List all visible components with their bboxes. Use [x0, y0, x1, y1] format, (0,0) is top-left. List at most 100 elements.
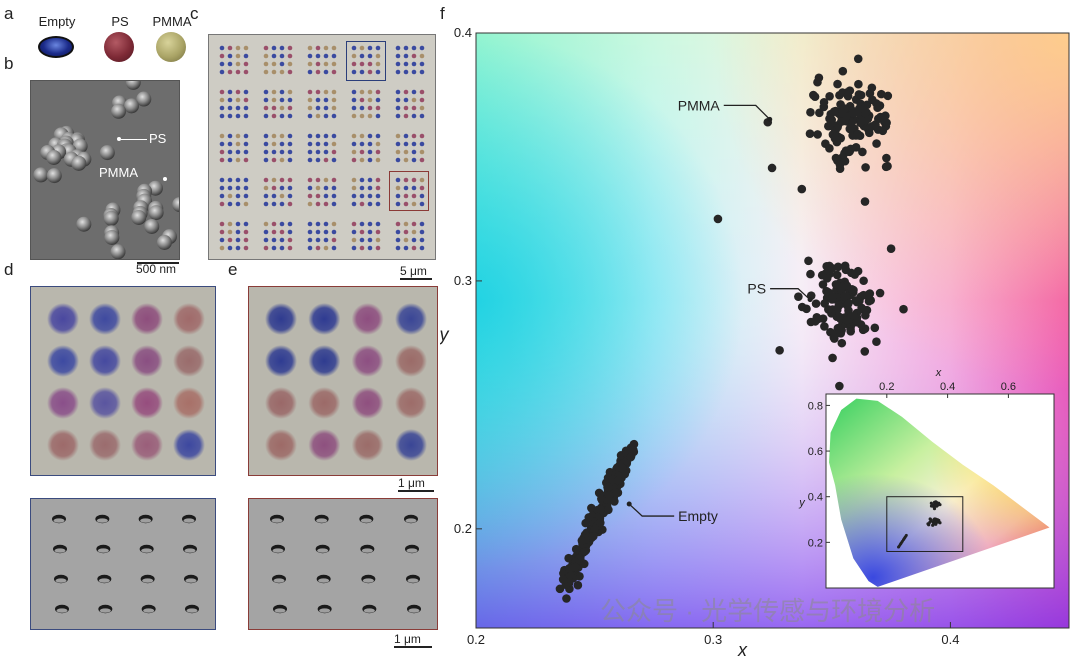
array-dot: [351, 97, 357, 103]
array-dot: [419, 113, 425, 119]
optical-dot: [395, 345, 427, 377]
point-ps: [828, 353, 837, 363]
optical-dot: [47, 303, 79, 335]
array-dot: [227, 185, 233, 191]
array-dot: [375, 201, 381, 207]
optical-dot: [173, 303, 205, 335]
panel-label-b: b: [4, 54, 14, 73]
scalebar-c-label: 5 μm: [400, 264, 427, 278]
point-ps: [794, 292, 803, 301]
array-dot: [323, 97, 329, 103]
array-dot: [419, 229, 425, 235]
array-dot: [307, 245, 313, 251]
inset-x-label: x: [935, 367, 942, 379]
array-dot: [411, 177, 417, 183]
array-dot: [359, 89, 365, 95]
array-dot: [375, 97, 381, 103]
bead: [99, 145, 115, 161]
array-dot: [359, 185, 365, 191]
array-dot: [307, 201, 313, 207]
array-dot: [307, 53, 313, 59]
array-dot: [411, 185, 417, 191]
array-dot: [271, 133, 277, 139]
point-pmma: [825, 91, 834, 101]
array-dot: [271, 185, 277, 191]
optical-dot: [395, 387, 427, 419]
array-dot: [403, 89, 409, 95]
point-pmma: [860, 109, 870, 118]
inset-y-tick-label: 0.2: [808, 537, 823, 549]
array-dot: [219, 105, 225, 111]
array-dot: [287, 97, 293, 103]
point-ps: [797, 302, 807, 312]
pmma-bead-icon: [156, 32, 186, 62]
point-pmma: [852, 130, 862, 140]
array-dot: [375, 177, 381, 183]
hole-rim: [99, 608, 111, 613]
array-dot: [227, 53, 233, 59]
array-dot: [411, 61, 417, 67]
point-pmma: [846, 145, 855, 154]
inset-point-pmma: [929, 504, 934, 508]
array-dot: [419, 193, 425, 199]
array-dot: [235, 245, 241, 251]
array-dot: [419, 61, 425, 67]
array-dot: [411, 105, 417, 111]
cluster-annotations: PMMA PS Empty: [626, 97, 813, 524]
optical-zoom-blue: [30, 286, 216, 476]
array-dot: [243, 157, 249, 163]
array-dot: [263, 97, 269, 103]
array-dot: [263, 53, 269, 59]
point-empty: [610, 497, 619, 506]
array-dot: [307, 141, 313, 147]
array-dot: [375, 141, 381, 147]
point-empty: [604, 505, 613, 515]
array-dot: [263, 177, 269, 183]
optical-dot: [351, 345, 384, 377]
array-dot: [395, 141, 401, 147]
array-dot: [411, 193, 417, 199]
array-dot: [279, 201, 285, 207]
array-dot: [287, 193, 293, 199]
array-dot: [235, 89, 241, 95]
array-dot: [243, 89, 249, 95]
inset-x-tick-label: 0.2: [879, 381, 894, 393]
array-dot: [227, 61, 233, 67]
point-pmma: [858, 147, 867, 157]
array-dot: [219, 149, 225, 155]
array-dot: [351, 177, 357, 183]
array-dot: [235, 185, 241, 191]
point-pmma: [797, 184, 807, 194]
array-dot: [315, 177, 321, 183]
array-dot: [395, 53, 401, 59]
array-dot: [243, 53, 249, 59]
array-dot: [263, 45, 269, 51]
point-ps: [899, 304, 908, 314]
array-dot: [235, 149, 241, 155]
array-dot: [235, 97, 241, 103]
sem-beads-drawing: [33, 81, 179, 259]
array-dot: [279, 229, 285, 235]
optical-dot: [265, 429, 297, 461]
array-dot: [235, 193, 241, 199]
array-dot: [351, 149, 357, 155]
legend-empty-label: Empty: [38, 14, 76, 29]
point-empty: [614, 476, 623, 485]
optical-dot: [131, 387, 163, 419]
optical-dot: [131, 303, 163, 335]
array-dot: [323, 113, 329, 119]
array-dot: [359, 45, 365, 51]
array-dot: [219, 97, 225, 103]
array-dot: [411, 201, 417, 207]
array-dot: [263, 61, 269, 67]
array-dot: [395, 201, 401, 207]
array-dot: [395, 61, 401, 67]
point-pmma: [825, 144, 834, 153]
array-dot: [367, 113, 373, 119]
array-dot: [227, 221, 233, 227]
array-dot: [227, 45, 233, 51]
array-dot: [307, 185, 313, 191]
hole-rim: [319, 608, 331, 613]
array-dot: [235, 53, 241, 59]
hole-rim: [143, 608, 155, 613]
